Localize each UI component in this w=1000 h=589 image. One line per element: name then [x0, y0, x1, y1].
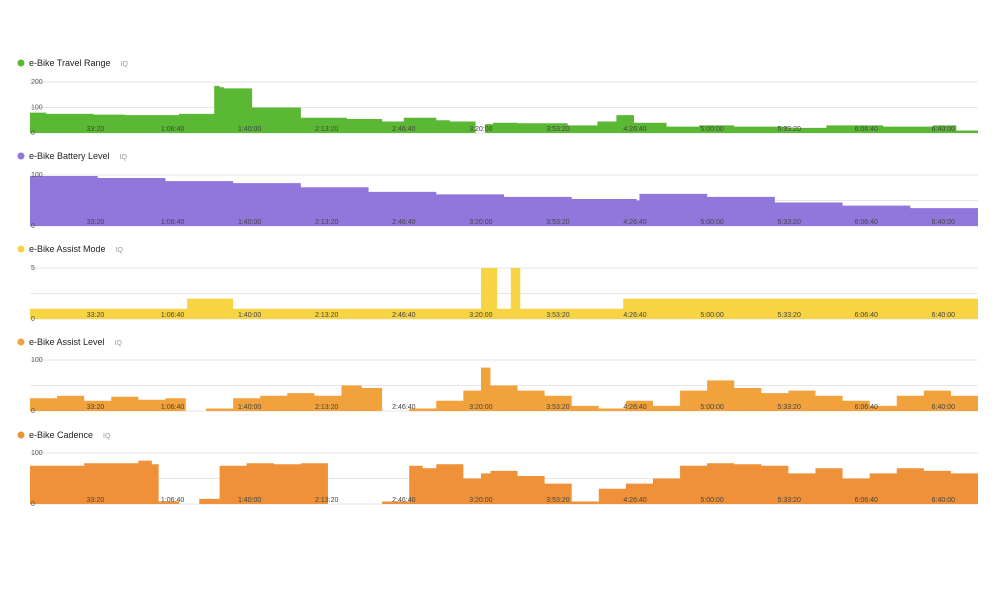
e-bike-battery-level-xtick: 1:06:40 [161, 219, 184, 226]
e-bike-assist-mode-chart: e-Bike Assist Mode IQ 0 5 33:20 1:06:40 1:40:0… [17, 244, 978, 323]
e-bike-battery-level-xtick: 33:20 [87, 219, 105, 226]
e-bike-cadence-legend-dot[interactable] [17, 431, 25, 439]
e-bike-assist-mode-xtick: 33:20 [87, 312, 105, 319]
e-bike-assist-level-xtick: 3:53:20 [546, 404, 569, 411]
e-bike-cadence-xtick: 5:33:20 [777, 497, 800, 504]
e-bike-cadence-xtick: 6:40:00 [932, 497, 955, 504]
e-bike-travel-range-xtick: 3:53:20 [546, 126, 569, 133]
e-bike-assist-level-xtick: 1:40:00 [238, 404, 261, 411]
e-bike-assist-level-xtick: 5:33:20 [777, 404, 800, 411]
e-bike-travel-range-area [30, 85, 978, 133]
e-bike-cadence-xtick: 6:06:40 [855, 497, 878, 504]
e-bike-cadence-xtick: 3:20:00 [469, 497, 492, 504]
e-bike-assist-mode-xtick: 3:20:00 [469, 312, 492, 319]
e-bike-assist-level-xtick: 6:40:00 [932, 404, 955, 411]
e-bike-assist-level-xtick: 1:06:40 [161, 404, 184, 411]
e-bike-travel-range-xtick: 4:26:40 [623, 126, 646, 133]
e-bike-assist-level-title: e-Bike Assist Level [29, 337, 105, 347]
e-bike-travel-range-xtick: 1:40:00 [238, 126, 261, 133]
e-bike-assist-level-area [30, 367, 978, 411]
e-bike-travel-range-xtick: 6:06:40 [855, 126, 878, 133]
e-bike-assist-level-ytick: 100 [31, 357, 43, 364]
e-bike-cadence-area [30, 460, 978, 504]
e-bike-cadence-ytick: 0 [31, 501, 35, 508]
e-bike-cadence-title: e-Bike Cadence [29, 430, 93, 440]
e-bike-travel-range-xtick: 5:33:20 [777, 126, 800, 133]
e-bike-battery-level-xtick: 6:40:00 [932, 219, 955, 226]
e-bike-travel-range-ytick: 200 [31, 79, 43, 86]
e-bike-battery-level-xtick: 1:40:00 [238, 219, 261, 226]
e-bike-assist-mode-xtick: 1:40:00 [238, 312, 261, 319]
e-bike-cadence-xtick: 1:06:40 [161, 497, 184, 504]
e-bike-battery-level-xtick: 5:00:00 [700, 219, 723, 226]
e-bike-cadence-iq-badge[interactable]: IQ [103, 433, 111, 440]
e-bike-travel-range-xtick: 33:20 [87, 126, 105, 133]
e-bike-battery-level-iq-badge[interactable]: IQ [120, 154, 128, 161]
e-bike-assist-level-chart: e-Bike Assist Level IQ 0 100 33:20 1:06:40 1:4… [17, 337, 978, 415]
e-bike-battery-level-xtick: 3:53:20 [546, 219, 569, 226]
e-bike-battery-level-area [30, 176, 978, 226]
e-bike-assist-mode-xtick: 2:13:20 [315, 312, 338, 319]
e-bike-travel-range-legend-dot[interactable] [17, 59, 25, 67]
e-bike-assist-mode-xtick: 5:33:20 [777, 312, 800, 319]
e-bike-assist-mode-title: e-Bike Assist Mode [29, 244, 106, 254]
e-bike-travel-range-xtick: 6:40:00 [932, 126, 955, 133]
e-bike-travel-range-ytick: 0 [31, 130, 35, 137]
e-bike-battery-level-legend-dot[interactable] [17, 152, 25, 160]
e-bike-cadence-xtick: 5:00:00 [700, 497, 723, 504]
e-bike-assist-level-xtick: 2:46:40 [392, 404, 415, 411]
e-bike-assist-mode-xtick: 4:26:40 [623, 312, 646, 319]
e-bike-cadence-xtick: 33:20 [87, 497, 105, 504]
e-bike-assist-mode-iq-badge[interactable]: IQ [116, 247, 124, 254]
e-bike-assist-level-xtick: 33:20 [87, 404, 105, 411]
e-bike-cadence-chart: e-Bike Cadence IQ 0 100 33:20 1:06:40 1:40:00 2… [17, 430, 978, 508]
e-bike-assist-level-legend-dot[interactable] [17, 338, 25, 346]
e-bike-cadence-xtick: 4:26:40 [623, 497, 646, 504]
e-bike-assist-level-xtick: 5:00:00 [700, 404, 723, 411]
e-bike-assist-mode-xtick: 6:40:00 [932, 312, 955, 319]
e-bike-battery-level-chart: e-Bike Battery Level IQ 0 100 33:20 1:06:40 1:… [17, 151, 978, 230]
e-bike-assist-mode-xtick: 2:46:40 [392, 312, 415, 319]
e-bike-cadence-xtick: 1:40:00 [238, 497, 261, 504]
e-bike-cadence-xtick: 2:46:40 [392, 497, 415, 504]
e-bike-battery-level-xtick: 6:06:40 [855, 219, 878, 226]
e-bike-travel-range-ytick: 100 [31, 105, 43, 112]
e-bike-travel-range-xtick: 2:13:20 [315, 126, 338, 133]
e-bike-cadence-ytick: 100 [31, 450, 43, 457]
e-bike-assist-mode-area [30, 268, 978, 319]
e-bike-assist-mode-xtick: 6:06:40 [855, 312, 878, 319]
e-bike-battery-level-ytick: 0 [31, 223, 35, 230]
e-bike-assist-mode-xtick: 3:53:20 [546, 312, 569, 319]
e-bike-assist-level-iq-badge[interactable]: IQ [115, 340, 123, 347]
e-bike-battery-level-xtick: 3:20:00 [469, 219, 492, 226]
e-bike-assist-mode-ytick: 0 [31, 316, 35, 323]
e-bike-assist-mode-ytick: 5 [31, 265, 35, 272]
e-bike-assist-level-xtick: 4:26:40 [623, 404, 646, 411]
e-bike-battery-level-xtick: 5:33:20 [777, 219, 800, 226]
e-bike-battery-level-ytick: 100 [31, 172, 43, 179]
e-bike-battery-level-xtick: 4:26:40 [623, 219, 646, 226]
e-bike-battery-level-xtick: 2:13:20 [315, 219, 338, 226]
e-bike-assist-level-xtick: 2:13:20 [315, 404, 338, 411]
e-bike-travel-range-xtick: 3:20:00 [469, 126, 492, 133]
e-bike-assist-level-xtick: 3:20:00 [469, 404, 492, 411]
e-bike-battery-level-xtick: 2:46:40 [392, 219, 415, 226]
e-bike-travel-range-chart: e-Bike Travel Range IQ 0 100 200 33:20 1:06:40… [17, 58, 978, 137]
e-bike-travel-range-title: e-Bike Travel Range [29, 58, 111, 68]
e-bike-cadence-xtick: 3:53:20 [546, 497, 569, 504]
e-bike-assist-mode-xtick: 5:00:00 [700, 312, 723, 319]
e-bike-battery-level-title: e-Bike Battery Level [29, 151, 110, 161]
e-bike-travel-range-xtick: 1:06:40 [161, 126, 184, 133]
e-bike-assist-level-ytick: 0 [31, 408, 35, 415]
e-bike-assist-mode-legend-dot[interactable] [17, 245, 25, 253]
e-bike-assist-mode-xtick: 1:06:40 [161, 312, 184, 319]
e-bike-travel-range-xtick: 5:00:00 [700, 126, 723, 133]
e-bike-travel-range-iq-badge[interactable]: IQ [121, 61, 129, 68]
e-bike-assist-level-xtick: 6:06:40 [855, 404, 878, 411]
e-bike-travel-range-xtick: 2:46:40 [392, 126, 415, 133]
e-bike-cadence-xtick: 2:13:20 [315, 497, 338, 504]
